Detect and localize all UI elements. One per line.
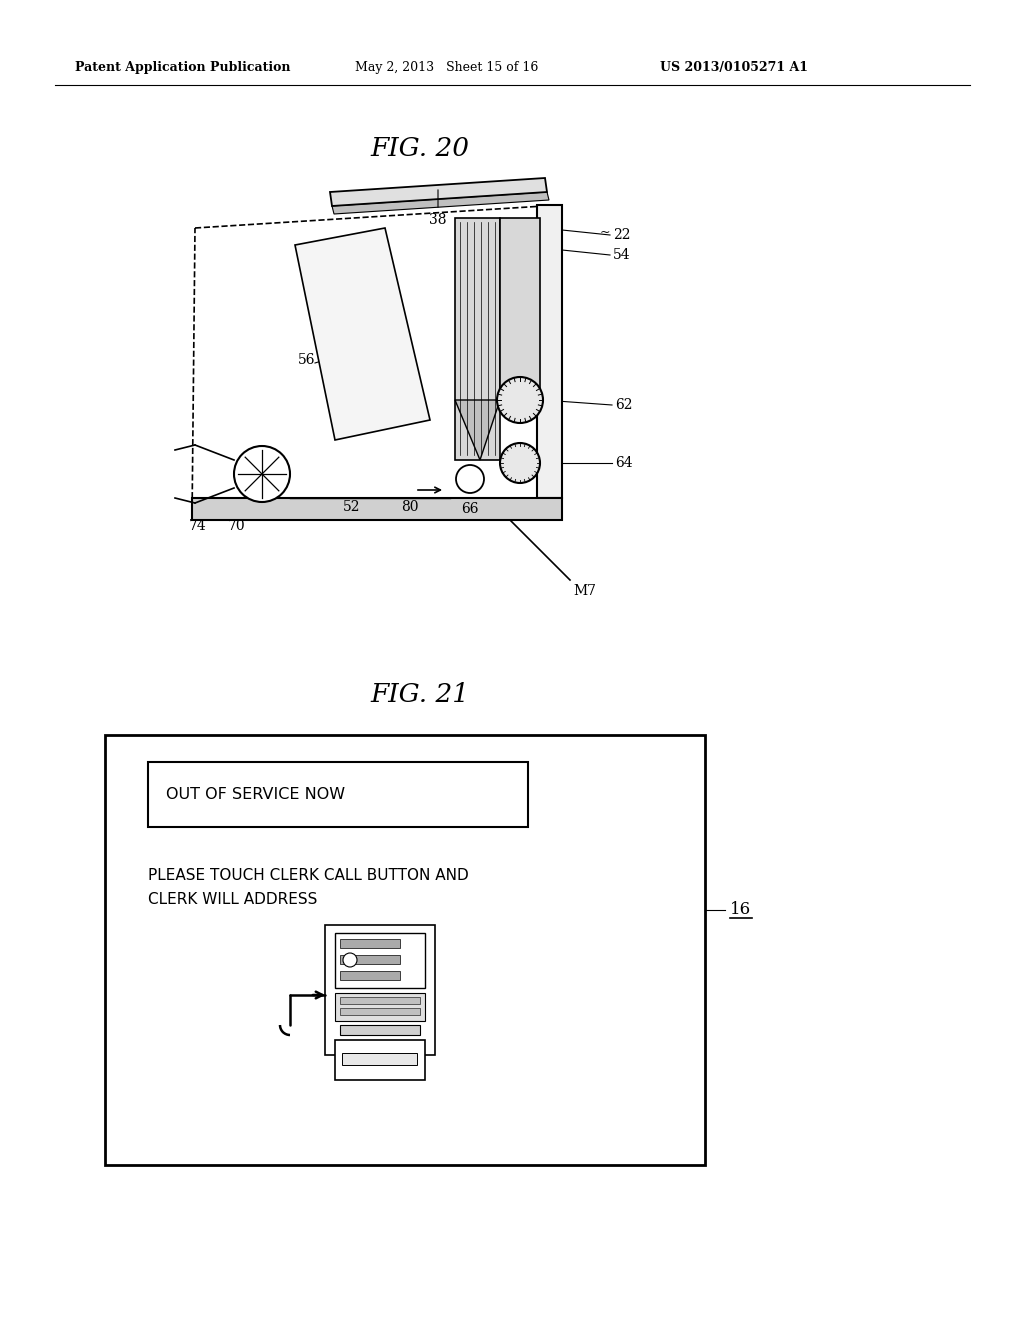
Polygon shape	[295, 228, 430, 440]
Text: M7: M7	[573, 583, 596, 598]
Bar	[342, 1053, 417, 1065]
Text: 16: 16	[730, 902, 752, 919]
Circle shape	[497, 378, 543, 422]
Bar	[148, 762, 528, 828]
Text: OUT OF SERVICE NOW: OUT OF SERVICE NOW	[166, 787, 345, 803]
Bar	[340, 939, 400, 948]
Text: ~: ~	[600, 226, 610, 239]
Text: PLEASE TOUCH CLERK CALL BUTTON AND: PLEASE TOUCH CLERK CALL BUTTON AND	[148, 867, 469, 883]
Text: FIG. 20: FIG. 20	[371, 136, 469, 161]
Text: May 2, 2013   Sheet 15 of 16: May 2, 2013 Sheet 15 of 16	[355, 62, 539, 74]
Bar	[335, 1040, 425, 1080]
Text: US 2013/0105271 A1: US 2013/0105271 A1	[660, 62, 808, 74]
Text: 54: 54	[613, 248, 631, 261]
Bar	[340, 972, 400, 979]
Bar	[335, 993, 425, 1020]
Polygon shape	[500, 218, 540, 389]
Text: 66: 66	[461, 502, 479, 516]
Circle shape	[343, 953, 357, 968]
Text: 64: 64	[615, 455, 633, 470]
Polygon shape	[193, 498, 562, 520]
Text: 80: 80	[401, 500, 419, 513]
Bar	[340, 1008, 420, 1015]
Text: 38: 38	[429, 213, 446, 227]
Bar	[340, 997, 420, 1005]
Polygon shape	[455, 218, 500, 459]
Text: FIG. 21: FIG. 21	[371, 682, 469, 708]
Polygon shape	[330, 178, 547, 206]
Bar	[105, 735, 705, 1166]
Text: Patent Application Publication: Patent Application Publication	[75, 62, 291, 74]
Bar	[335, 933, 425, 987]
Text: CLERK WILL ADDRESS: CLERK WILL ADDRESS	[148, 892, 317, 908]
Text: 62: 62	[615, 399, 633, 412]
Circle shape	[456, 465, 484, 492]
Text: 52: 52	[343, 500, 360, 513]
Text: 70: 70	[228, 519, 246, 533]
Bar	[340, 1026, 420, 1035]
Polygon shape	[332, 191, 549, 214]
Circle shape	[234, 446, 290, 502]
Circle shape	[500, 444, 540, 483]
Bar	[340, 954, 400, 964]
Bar	[325, 925, 435, 1055]
Text: 22: 22	[613, 228, 631, 242]
Polygon shape	[455, 400, 500, 459]
Text: 56: 56	[298, 352, 315, 367]
Polygon shape	[537, 205, 562, 498]
Text: 74: 74	[189, 519, 207, 533]
